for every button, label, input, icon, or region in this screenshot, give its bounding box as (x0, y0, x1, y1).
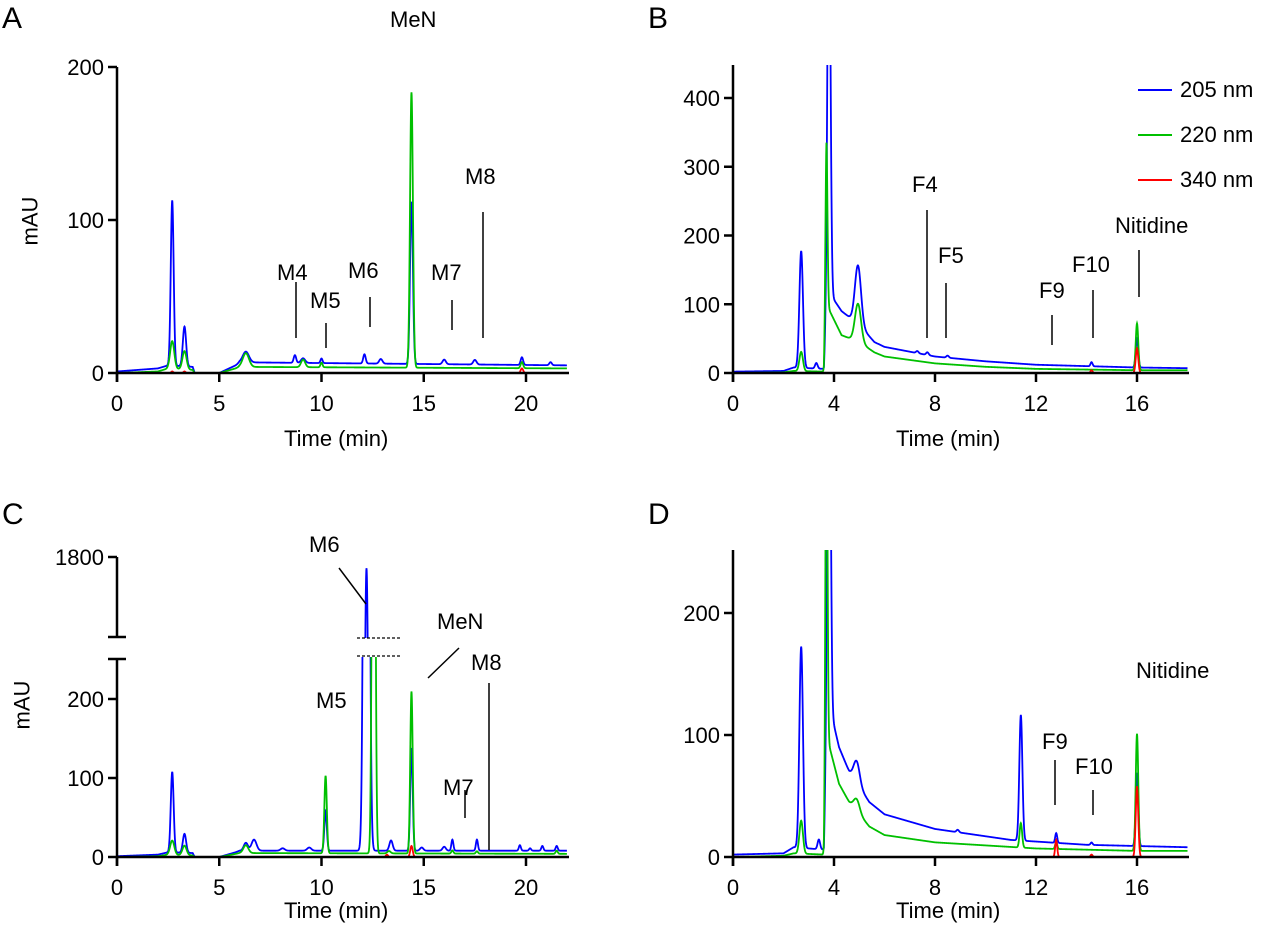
legend-label-220: 220 nm (1180, 122, 1254, 147)
y-tick-label: 0 (92, 845, 104, 870)
y-tick-label: 0 (708, 845, 720, 870)
x-axis-title-d: Time (min) (896, 898, 1001, 923)
x-axis-title-c: Time (min) (284, 898, 389, 923)
annotation-lines (295, 210, 1140, 850)
x-tick-label: 20 (514, 391, 538, 416)
series-line-a-205nm (117, 200, 567, 374)
annotation-d-f10: F10 (1075, 754, 1113, 779)
annotation-b-f10: F10 (1072, 252, 1110, 277)
x-tick-label: 4 (828, 875, 840, 900)
annotation-a-m7: M7 (431, 260, 462, 285)
y-tick-label: 1800 (55, 545, 104, 570)
x-tick-label: 15 (412, 875, 436, 900)
x-tick-label: 10 (309, 391, 333, 416)
x-tick-label: 10 (309, 875, 333, 900)
annotation-line-c-men (427, 647, 460, 679)
x-tick-label: 16 (1125, 875, 1149, 900)
panel-b-plot: 0 4 8 12 16 0 100 200 300 400 (683, 65, 1189, 416)
y-tick-label: 0 (92, 361, 104, 386)
annotation-line-c-m6 (338, 567, 367, 605)
axis-break-marks (357, 637, 402, 657)
y-tick-label: 100 (683, 723, 720, 748)
x-axis-title-a: Time (min) (284, 426, 389, 451)
y-axis-title-c: mAU (9, 680, 35, 730)
annotation-b-f4: F4 (912, 172, 938, 197)
annotation-c-m6: M6 (309, 532, 340, 557)
y-tick-label: 100 (67, 766, 104, 791)
x-tick-label: 8 (929, 875, 941, 900)
y-tick-label: 300 (683, 155, 720, 180)
series-line-c-205nm (117, 657, 567, 858)
series-line-a-220nm (117, 92, 567, 374)
panel-letter-b: B (648, 2, 669, 35)
legend-label-205: 205 nm (1180, 77, 1254, 102)
annotation-a-m6: M6 (348, 258, 379, 283)
x-tick-label: 8 (929, 391, 941, 416)
annotation-c-m7: M7 (443, 775, 474, 800)
y-tick-label: 200 (683, 601, 720, 626)
series-line-c-220nm (117, 657, 567, 858)
annotation-c-m8: M8 (471, 650, 502, 675)
y-tick-label: 100 (683, 292, 720, 317)
annotation-d-f9: F9 (1042, 729, 1068, 754)
x-tick-label: 12 (1024, 875, 1048, 900)
panel-letter-a: A (2, 2, 23, 35)
x-tick-label: 5 (213, 875, 225, 900)
legend (1138, 89, 1172, 181)
x-tick-label: 0 (727, 391, 739, 416)
annotation-c-m5: M5 (316, 688, 347, 713)
annotation-a-m8: M8 (465, 164, 496, 189)
x-tick-label: 4 (828, 391, 840, 416)
y-tick-label: 0 (708, 361, 720, 386)
annotation-b-f5: F5 (938, 243, 964, 268)
x-tick-label: 12 (1024, 391, 1048, 416)
series-line-b-205nm (733, 65, 1188, 373)
annotation-b-nitidine: Nitidine (1115, 213, 1189, 238)
x-tick-label: 15 (412, 391, 436, 416)
legend-label-340: 340 nm (1180, 167, 1254, 192)
x-tick-label: 0 (111, 391, 123, 416)
y-tick-label: 100 (67, 208, 104, 233)
annotation-a-men: MeN (390, 7, 437, 32)
annotation-a-m4: M4 (277, 260, 308, 285)
annotation-d-nitidine: Nitidine (1136, 658, 1210, 683)
panel-letter-d: D (648, 498, 670, 531)
x-tick-label: 0 (111, 875, 123, 900)
panel-d-plot: 0 4 8 12 16 0 100 200 (683, 550, 1189, 900)
panel-letter-c: C (2, 498, 24, 531)
annotation-a-m5: M5 (310, 288, 341, 313)
series-line-upper-c-205nm (364, 568, 369, 638)
y-axis-title-a: mAU (17, 196, 43, 246)
x-axis-title-b: Time (min) (896, 426, 1001, 451)
series-line-b-220nm (733, 142, 1188, 374)
series-line-d-220nm (733, 550, 1188, 858)
y-tick-label: 200 (683, 224, 720, 249)
x-tick-label: 0 (727, 875, 739, 900)
y-tick-label: 400 (683, 86, 720, 111)
x-tick-label: 20 (514, 875, 538, 900)
y-tick-label: 200 (67, 687, 104, 712)
y-tick-label: 200 (67, 55, 104, 80)
x-tick-label: 5 (213, 391, 225, 416)
x-tick-label: 16 (1125, 391, 1149, 416)
annotation-b-f9: F9 (1039, 278, 1065, 303)
annotation-c-men: MeN (437, 609, 484, 634)
series-line-d-205nm (733, 550, 1188, 856)
